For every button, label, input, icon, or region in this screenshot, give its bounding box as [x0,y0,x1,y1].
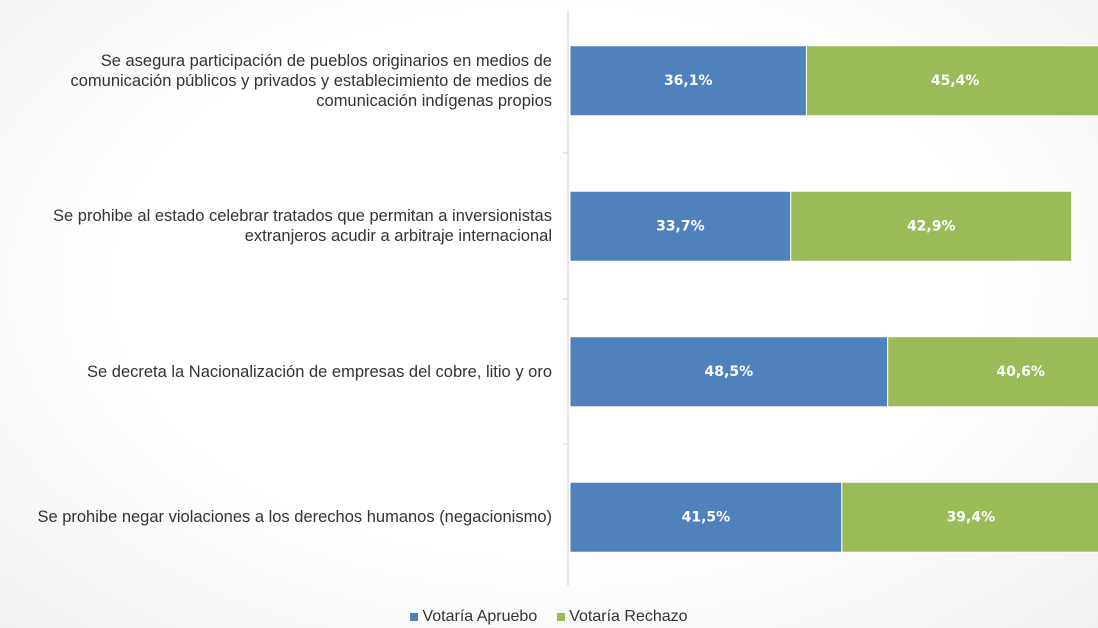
bar [569,190,792,262]
value-label: 41,5% [682,509,731,525]
category-label: Se asegura participación de pueblos orig… [70,51,552,110]
legend-swatch [410,613,419,621]
legend-label: Votaría Rechazo [569,608,688,625]
category-label: Se decreta la Nacionalización de empresa… [87,362,552,381]
bar [569,336,889,408]
value-label: 36,1% [664,73,713,89]
legend: Votaría Apruebo Votaría Rechazo [0,608,1098,626]
bar [805,45,1098,117]
bar [569,45,807,117]
bar [841,481,1098,553]
value-label: 45,4% [931,73,980,89]
legend-swatch [557,613,566,621]
legend-item: Votaría Rechazo [557,608,688,626]
bar [790,190,1073,262]
value-label: 40,6% [996,364,1045,380]
value-label: 39,4% [947,509,996,525]
legend-item: Votaría Apruebo [410,608,537,626]
bar [887,336,1098,408]
legend-label: Votaría Apruebo [422,608,538,625]
value-label: 48,5% [705,364,754,380]
bar [569,481,843,553]
category-label: Se prohibe al estado celebrar tratados q… [53,207,552,246]
category-label: Se prohibe negar violaciones a los derec… [37,508,552,527]
value-label: 33,7% [656,218,705,234]
value-label: 42,9% [907,218,956,234]
